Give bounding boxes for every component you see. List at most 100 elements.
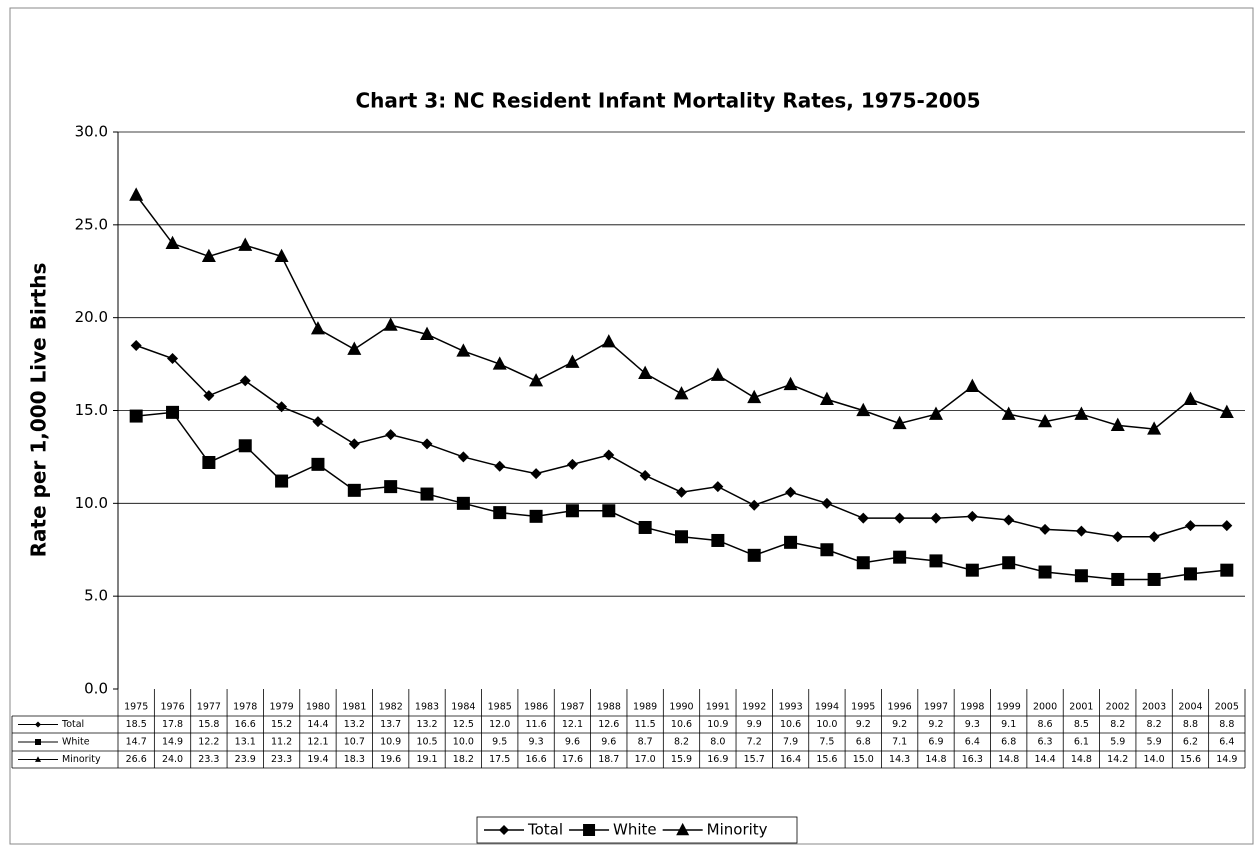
chart-title: Chart 3: NC Resident Infant Mortality Ra… bbox=[355, 89, 980, 113]
table-cell: 8.8 bbox=[1183, 719, 1198, 730]
marker bbox=[1221, 520, 1233, 532]
table-cell: 16.6 bbox=[235, 719, 256, 730]
marker bbox=[274, 248, 289, 262]
table-cell: 14.4 bbox=[307, 719, 328, 730]
marker bbox=[1112, 531, 1124, 543]
marker bbox=[930, 512, 942, 524]
table-cell: 18.2 bbox=[453, 754, 474, 765]
marker bbox=[639, 469, 651, 481]
marker bbox=[966, 510, 978, 522]
table-cell: 14.0 bbox=[1144, 754, 1165, 765]
x-tick-label: 1980 bbox=[306, 702, 330, 713]
marker bbox=[1219, 404, 1234, 418]
table-cell: 15.8 bbox=[198, 719, 219, 730]
x-tick-label: 1975 bbox=[124, 702, 148, 713]
table-cell: 8.6 bbox=[1037, 719, 1052, 730]
table-cell: 26.6 bbox=[126, 754, 147, 765]
table-cell: 9.6 bbox=[601, 737, 616, 748]
marker bbox=[601, 334, 616, 348]
marker bbox=[348, 438, 360, 450]
marker bbox=[492, 356, 507, 370]
x-tick-label: 1987 bbox=[560, 702, 584, 713]
marker bbox=[783, 376, 798, 391]
marker bbox=[821, 497, 833, 509]
table-cell: 9.6 bbox=[565, 737, 580, 748]
marker bbox=[311, 457, 325, 471]
marker bbox=[1074, 569, 1088, 583]
table-cell: 9.2 bbox=[892, 719, 907, 730]
table-cell: 13.1 bbox=[235, 737, 256, 748]
marker bbox=[710, 367, 725, 381]
marker bbox=[892, 415, 907, 430]
x-tick-label: 1998 bbox=[960, 702, 984, 713]
table-cell: 8.5 bbox=[1074, 719, 1089, 730]
table-cell: 8.2 bbox=[1147, 719, 1162, 730]
table-cell: 16.9 bbox=[707, 754, 728, 765]
table-cell: 6.2 bbox=[1183, 737, 1198, 748]
table-cell: 6.8 bbox=[856, 737, 871, 748]
marker bbox=[928, 406, 943, 420]
marker bbox=[747, 389, 762, 404]
table-cell: 6.9 bbox=[928, 737, 943, 748]
x-tick-label: 1991 bbox=[706, 702, 730, 713]
table-cell: 6.4 bbox=[1219, 737, 1234, 748]
table-cell: 6.3 bbox=[1037, 737, 1052, 748]
marker bbox=[129, 409, 143, 423]
table-cell: 17.6 bbox=[562, 754, 583, 765]
table-cell: 14.2 bbox=[1107, 754, 1128, 765]
marker bbox=[203, 390, 215, 402]
table-cell: 19.4 bbox=[307, 754, 328, 765]
marker bbox=[1183, 567, 1197, 581]
table-cell: 12.1 bbox=[307, 737, 328, 748]
table-cell: 19.6 bbox=[380, 754, 401, 765]
marker bbox=[494, 460, 506, 472]
x-tick-label: 1976 bbox=[160, 702, 184, 713]
table-cell: 12.2 bbox=[198, 737, 219, 748]
marker bbox=[347, 341, 362, 355]
legend-label: Minority bbox=[707, 821, 768, 839]
y-tick-label: 10.0 bbox=[75, 494, 108, 512]
marker bbox=[747, 548, 761, 562]
marker bbox=[1001, 406, 1016, 420]
x-tick-label: 1982 bbox=[379, 702, 403, 713]
marker bbox=[1075, 525, 1087, 537]
marker bbox=[1038, 565, 1052, 579]
marker bbox=[421, 438, 433, 450]
chart-border bbox=[9, 7, 1254, 845]
marker bbox=[602, 504, 616, 518]
x-tick-label: 1995 bbox=[851, 702, 875, 713]
marker bbox=[1038, 413, 1053, 428]
x-tick-label: 2002 bbox=[1106, 702, 1130, 713]
x-tick-label: 1994 bbox=[815, 702, 839, 713]
table-cell: 10.6 bbox=[780, 719, 801, 730]
marker bbox=[385, 429, 397, 441]
table-cell: 11.5 bbox=[635, 719, 656, 730]
marker bbox=[1147, 572, 1161, 586]
table-cell: 17.0 bbox=[635, 754, 656, 765]
table-cell: 5.9 bbox=[1110, 737, 1125, 748]
marker bbox=[857, 512, 869, 524]
marker bbox=[712, 481, 724, 493]
x-tick-label: 2003 bbox=[1142, 702, 1166, 713]
x-tick-label: 1989 bbox=[633, 702, 657, 713]
table-cell: 14.8 bbox=[925, 754, 946, 765]
table-cell: 13.7 bbox=[380, 719, 401, 730]
marker bbox=[1148, 531, 1160, 543]
marker bbox=[638, 365, 653, 379]
table-cell: 10.7 bbox=[344, 737, 365, 748]
table-cell: 10.0 bbox=[816, 719, 837, 730]
table-row-label: Minority bbox=[62, 754, 101, 765]
table-cell: 8.2 bbox=[1110, 719, 1125, 730]
marker bbox=[711, 533, 725, 547]
y-tick-label: 25.0 bbox=[75, 215, 108, 233]
table-cell: 23.3 bbox=[198, 754, 219, 765]
legend-box bbox=[476, 816, 798, 844]
marker bbox=[784, 535, 798, 549]
marker bbox=[1002, 556, 1016, 570]
y-tick-label: 30.0 bbox=[75, 123, 108, 141]
table-cell: 10.9 bbox=[380, 737, 401, 748]
marker bbox=[785, 486, 797, 498]
legend-marker bbox=[499, 825, 509, 835]
marker bbox=[603, 449, 615, 461]
